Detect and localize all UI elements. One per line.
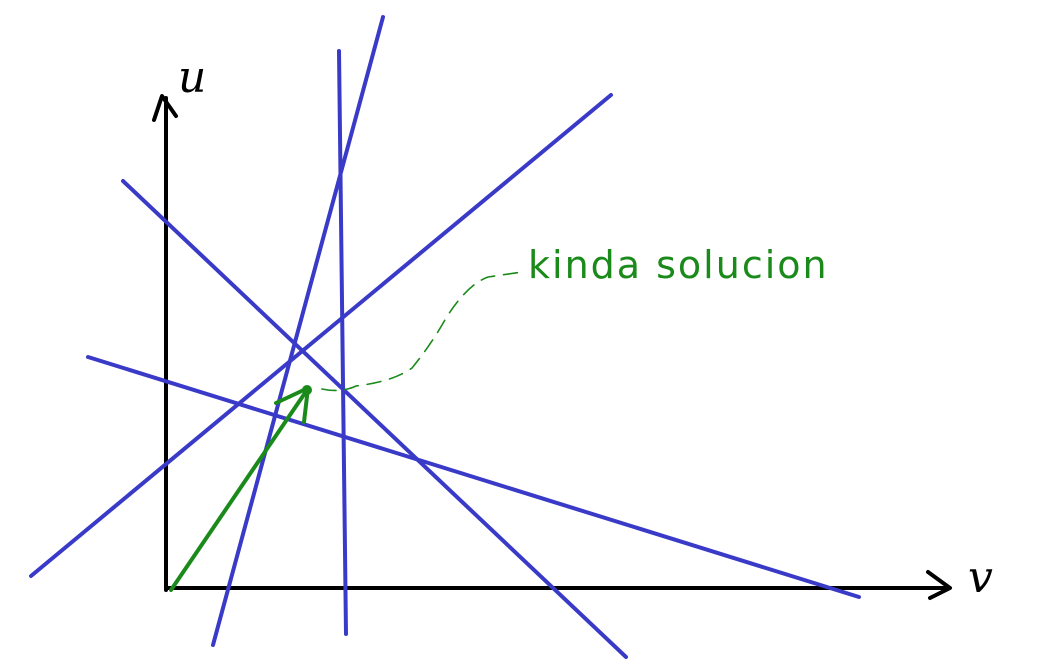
horizontal-axis-arrowhead [926,570,952,600]
constraint-line-positive-slope [29,93,613,578]
constraint-line-near-vertical [337,49,348,636]
annotation-label: kinda solucion [528,243,829,287]
vertical-axis-label: u [178,52,206,103]
solution-vector [169,385,312,592]
solution-vector-shaft [169,388,309,592]
constraint-line-steep-positive [211,15,385,647]
annotation-leader-line [321,271,523,392]
horizontal-axis-label: v [968,552,993,603]
solution-point [302,385,312,395]
vertical-axis-arrowhead [152,94,178,122]
constraint-line-shallow-negative [86,355,861,599]
axes [152,94,952,600]
constraint-lines [29,15,861,659]
constraint-line-negative-slope [121,179,628,659]
